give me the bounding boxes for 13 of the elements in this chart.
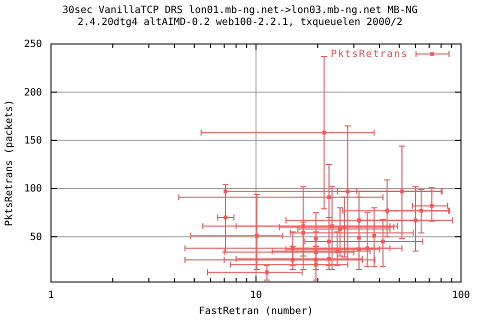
x-axis-title: FastRetran (number) bbox=[198, 306, 314, 317]
y-tick-label: 250 bbox=[24, 39, 42, 50]
y-tick-label: 50 bbox=[30, 232, 42, 243]
x-tick-label: 100 bbox=[452, 290, 470, 302]
chart-title: 30sec VanillaTCP DRS lon01.mb-ng.net->lon03.mb-ng.net MB-NG bbox=[62, 5, 418, 16]
y-tick-label: 150 bbox=[24, 136, 42, 147]
y-axis-title: PktsRetrans (packets) bbox=[4, 100, 15, 226]
x-tick-label: 10 bbox=[250, 290, 262, 302]
x-tick-label: 1 bbox=[48, 290, 54, 302]
chart-subtitle: 2.4.20dtg4 altAIMD-0.2 web100-2.2.1, txqueuelen 2000/2 bbox=[77, 17, 403, 28]
legend-label: PktsRetrans bbox=[330, 49, 408, 60]
y-tick-label: 100 bbox=[24, 184, 42, 195]
y-tick-label: 200 bbox=[24, 87, 42, 98]
